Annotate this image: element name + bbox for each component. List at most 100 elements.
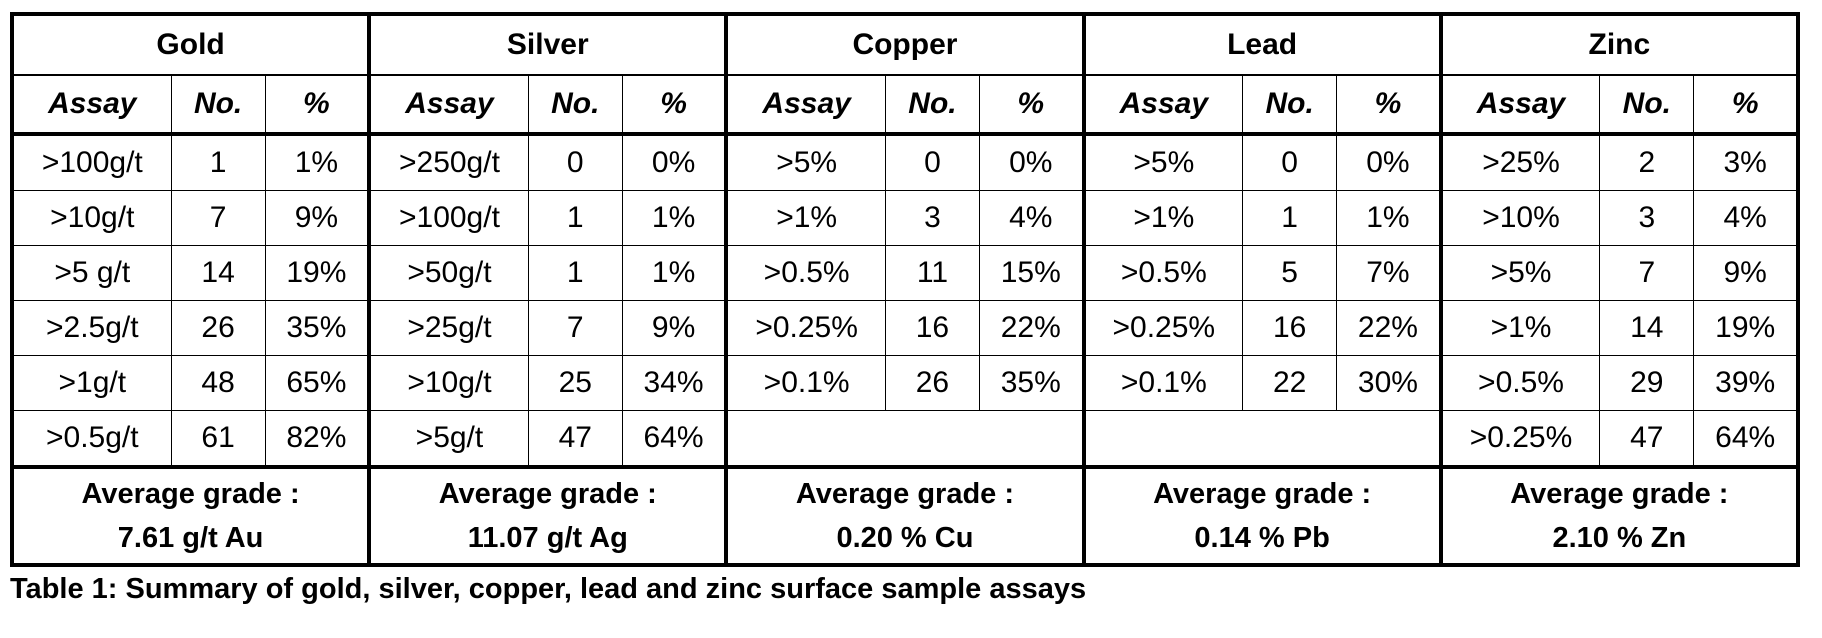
sample-count-cell: 0 (527, 133, 623, 191)
sample-count-cell: 1 (527, 190, 623, 246)
assay-threshold-cell: >0.5% (1438, 355, 1601, 411)
sample-count-cell: 7 (1599, 245, 1695, 301)
assay-threshold-cell: >5% (1438, 245, 1601, 301)
assay-threshold-cell: >2.5g/t (11, 300, 172, 356)
empty-cell (724, 410, 1085, 469)
sample-percent-cell: 3% (1693, 133, 1799, 191)
sample-count-cell: 1 (1242, 190, 1338, 246)
assay-threshold-cell: >10g/t (11, 190, 172, 246)
assay-column-header: Assay (367, 74, 529, 136)
assay-table-body: >100g/t 1 1% >250g/t 0 0% >5% 0 0% >5% 0 0% >25% 2 3% >… (11, 133, 1799, 566)
sample-count-cell: 47 (527, 410, 623, 469)
assay-threshold-cell: >250g/t (367, 133, 529, 191)
average-grade-label: Average grade : (438, 478, 657, 510)
table-row: >10g/t 7 9% >100g/t 1 1% >1% 3 4% >1% 1 1% >10% 3 4% (11, 190, 1799, 246)
assay-column-header: Assay (1081, 74, 1244, 136)
sample-percent-cell: 35% (264, 300, 370, 356)
average-grade-label: Average grade : (1510, 478, 1729, 510)
average-grade-zinc: Average grade : 2.10 % Zn (1438, 466, 1799, 566)
sample-percent-cell: 65% (264, 355, 370, 411)
assay-threshold-cell: >5g/t (367, 410, 529, 469)
sample-count-cell: 5 (1242, 245, 1338, 301)
sample-count-cell: 14 (1599, 300, 1695, 356)
sample-percent-cell: 0% (621, 133, 727, 191)
sample-count-cell: 25 (527, 355, 623, 411)
percent-column-header: % (621, 74, 727, 136)
average-grade-label: Average grade : (795, 478, 1014, 510)
sample-count-cell: 3 (1599, 190, 1695, 246)
assay-threshold-cell: >1g/t (11, 355, 172, 411)
average-grade-value: 2.10 % Zn (1552, 522, 1687, 554)
sample-count-cell: 26 (170, 300, 266, 356)
assay-threshold-cell: >1% (724, 190, 886, 246)
sample-count-cell: 22 (1242, 355, 1338, 411)
empty-cell (1081, 410, 1442, 469)
sample-count-cell: 3 (884, 190, 980, 246)
sample-percent-cell: 19% (264, 245, 370, 301)
metal-header-zinc: Zinc (1438, 13, 1799, 76)
sample-percent-cell: 0% (1336, 133, 1442, 191)
sample-percent-cell: 9% (621, 300, 727, 356)
assay-column-header: Assay (11, 74, 172, 136)
sample-count-cell: 47 (1599, 410, 1695, 469)
sample-percent-cell: 82% (264, 410, 370, 469)
assay-threshold-cell: >5% (1081, 133, 1244, 191)
metal-header-copper: Copper (724, 13, 1085, 76)
percent-column-header: % (1336, 74, 1442, 136)
sample-count-cell: 1 (527, 245, 623, 301)
average-grade-value: 0.20 % Cu (836, 522, 974, 554)
sample-percent-cell: 64% (621, 410, 727, 469)
sample-count-cell: 0 (1242, 133, 1338, 191)
sample-percent-cell: 22% (1336, 300, 1442, 356)
assay-threshold-cell: >0.5g/t (11, 410, 172, 469)
sample-count-cell: 48 (170, 355, 266, 411)
assay-threshold-cell: >1% (1081, 190, 1244, 246)
average-grade-value: 11.07 g/t Ag (467, 522, 628, 554)
average-grade-label: Average grade : (1153, 478, 1372, 510)
assay-threshold-cell: >25% (1438, 133, 1601, 191)
sample-percent-cell: 1% (1336, 190, 1442, 246)
assay-threshold-cell: >0.25% (724, 300, 886, 356)
sample-percent-cell: 1% (621, 245, 727, 301)
assay-threshold-cell: >1% (1438, 300, 1601, 356)
table-row: >100g/t 1 1% >250g/t 0 0% >5% 0 0% >5% 0 0% >25% 2 3% (11, 133, 1799, 191)
sample-percent-cell: 1% (264, 133, 370, 191)
assay-summary-table: Gold Silver Copper Lead Zinc Assay No.% Assay N… (10, 12, 1800, 567)
table-row: >0.5g/t 61 82% >5g/t 47 64% >0.25% 47 64% (11, 410, 1799, 469)
number-column-header: No. (527, 74, 623, 136)
number-column-header: No. (170, 74, 266, 136)
number-column-header: No. (1242, 74, 1338, 136)
sample-percent-cell: 34% (621, 355, 727, 411)
metal-header-silver: Silver (367, 13, 727, 76)
assay-column-header: Assay (1438, 74, 1601, 136)
assay-threshold-cell: >100g/t (367, 190, 529, 246)
assay-threshold-cell: >100g/t (11, 133, 172, 191)
assay-threshold-cell: >0.25% (1081, 300, 1244, 356)
sample-percent-cell: 7% (1336, 245, 1442, 301)
table-row: >1g/t 48 65% >10g/t 25 34% >0.1% 26 35% >0.1% 22 30… (11, 355, 1799, 411)
average-grade-value: 7.61 g/t Au (117, 522, 264, 554)
assay-threshold-cell: >5% (724, 133, 886, 191)
sample-count-cell: 61 (170, 410, 266, 469)
sample-count-cell: 14 (170, 245, 266, 301)
average-grade-silver: Average grade : 11.07 g/t Ag (367, 466, 727, 566)
sample-count-cell: 29 (1599, 355, 1695, 411)
assay-threshold-cell: >0.1% (724, 355, 886, 411)
sample-percent-cell: 30% (1336, 355, 1442, 411)
assay-threshold-cell: >0.5% (724, 245, 886, 301)
assay-column-header: Assay (724, 74, 886, 136)
assay-threshold-cell: >0.1% (1081, 355, 1244, 411)
sample-count-cell: 7 (170, 190, 266, 246)
average-grade-label: Average grade : (81, 478, 300, 510)
average-grade-gold: Average grade : 7.61 g/t Au (11, 466, 370, 566)
sample-percent-cell: 64% (1693, 410, 1799, 469)
assay-threshold-cell: >10% (1438, 190, 1601, 246)
sample-percent-cell: 9% (1693, 245, 1799, 301)
table-row: >5 g/t 14 19% >50g/t 1 1% >0.5% 11 15% >0.5% 5 7% >5… (11, 245, 1799, 301)
sample-percent-cell: 39% (1693, 355, 1799, 411)
percent-column-header: % (978, 74, 1085, 136)
sample-count-cell: 11 (884, 245, 980, 301)
table-row: >2.5g/t 26 35% >25g/t 7 9% >0.25% 16 22% >0.25% 16… (11, 300, 1799, 356)
assay-threshold-cell: >10g/t (367, 355, 529, 411)
sample-percent-cell: 35% (978, 355, 1085, 411)
